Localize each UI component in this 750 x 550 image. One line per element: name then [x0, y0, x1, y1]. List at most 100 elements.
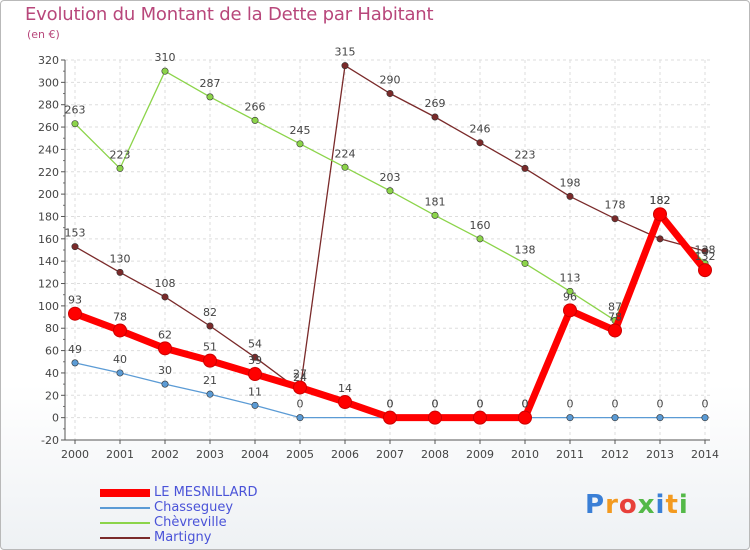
- data-label: 21: [203, 374, 217, 387]
- data-point: [566, 287, 574, 295]
- data-label: 223: [515, 148, 536, 161]
- data-label: 138: [515, 243, 536, 256]
- data-label: 224: [335, 147, 356, 160]
- data-point: [296, 414, 304, 422]
- data-label: 0: [432, 398, 439, 411]
- chart-title: Evolution du Montant de la Dette par Hab…: [25, 4, 434, 25]
- x-tick-label: 2008: [421, 448, 449, 461]
- data-point: [341, 163, 349, 171]
- data-point: [113, 323, 127, 338]
- data-point: [431, 113, 439, 121]
- x-tick-label: 2010: [511, 448, 539, 461]
- data-label: 315: [335, 46, 356, 59]
- data-label: 0: [702, 398, 709, 411]
- data-point: [518, 410, 532, 425]
- legend-swatch: [100, 506, 150, 509]
- x-tick-label: 2005: [286, 448, 314, 461]
- data-label: 30: [158, 364, 172, 377]
- y-tick-label: 140: [38, 255, 59, 268]
- x-tick-label: 2002: [151, 448, 179, 461]
- data-label: 108: [155, 277, 176, 290]
- legend-label: LE MESNILLARD: [154, 485, 258, 500]
- data-point: [293, 380, 307, 395]
- data-point: [341, 62, 349, 70]
- data-label: 203: [380, 171, 401, 184]
- legend-swatch: [100, 488, 150, 497]
- data-point: [338, 395, 352, 409]
- data-label: 138: [695, 243, 716, 256]
- data-label: 49: [68, 343, 82, 356]
- data-label: 62: [158, 328, 172, 341]
- proxiti-logo: Proxiti: [585, 490, 689, 520]
- legend-label: Chasseguey: [154, 500, 234, 515]
- data-point: [566, 192, 574, 200]
- data-point: [296, 140, 304, 148]
- data-point: [611, 414, 619, 422]
- data-label: 113: [560, 271, 581, 284]
- x-tick-label: 2001: [106, 448, 134, 461]
- data-label: 0: [522, 398, 529, 411]
- data-point: [476, 139, 484, 147]
- x-tick-label: 2006: [331, 448, 359, 461]
- data-label: 14: [338, 382, 352, 395]
- data-label: 27: [293, 367, 307, 380]
- data-label: 93: [68, 294, 82, 307]
- data-point: [611, 215, 619, 223]
- x-tick-label: 2009: [466, 448, 494, 461]
- data-point: [158, 341, 172, 356]
- data-point: [656, 414, 664, 422]
- legend: LE MESNILLARD Chasseguey Chèvreville Martig…: [100, 485, 258, 545]
- data-point: [473, 410, 487, 425]
- y-tick-label: -20: [41, 434, 59, 447]
- data-label: 78: [608, 310, 622, 323]
- data-label: 182: [650, 194, 671, 207]
- data-label: 182: [650, 194, 671, 207]
- data-point: [251, 353, 259, 361]
- data-label: 160: [470, 219, 491, 232]
- y-tick-label: 100: [38, 300, 59, 313]
- data-point: [608, 323, 622, 338]
- data-point: [653, 207, 667, 222]
- data-point: [161, 380, 169, 388]
- data-label: 0: [477, 398, 484, 411]
- data-point: [521, 164, 529, 172]
- data-label: 0: [477, 398, 484, 411]
- data-label: 310: [155, 51, 176, 64]
- data-label: 0: [297, 398, 304, 411]
- data-label: 263: [65, 104, 86, 117]
- legend-label: Chèvreville: [154, 515, 227, 530]
- data-point: [68, 306, 82, 321]
- data-point: [71, 243, 79, 251]
- y-tick-label: 320: [38, 54, 59, 67]
- data-label: 269: [425, 97, 446, 110]
- data-label: 87: [608, 300, 622, 313]
- data-label: 266: [245, 100, 266, 113]
- data-label: 82: [203, 306, 217, 319]
- data-point: [71, 359, 79, 367]
- data-point: [383, 410, 397, 425]
- data-point: [476, 235, 484, 243]
- y-tick-label: 160: [38, 233, 59, 246]
- y-tick-label: 280: [38, 99, 59, 112]
- y-tick-label: 120: [38, 278, 59, 291]
- data-label: 78: [113, 310, 127, 323]
- x-tick-label: 2003: [196, 448, 224, 461]
- plot-area: [65, 60, 710, 440]
- data-point: [206, 93, 214, 101]
- data-point: [161, 293, 169, 301]
- y-tick-label: 180: [38, 210, 59, 223]
- data-point: [656, 235, 664, 243]
- data-point: [116, 268, 124, 276]
- data-label: 132: [695, 250, 716, 263]
- chart-unit: (en €): [27, 28, 60, 41]
- data-point: [428, 410, 442, 425]
- x-tick-label: 2007: [376, 448, 404, 461]
- y-tick-label: 300: [38, 76, 59, 89]
- data-label: 24: [293, 371, 307, 384]
- data-label: 181: [425, 195, 446, 208]
- data-label: 39: [248, 354, 262, 367]
- data-point: [701, 414, 709, 422]
- data-label: 0: [612, 398, 619, 411]
- data-point: [116, 164, 124, 172]
